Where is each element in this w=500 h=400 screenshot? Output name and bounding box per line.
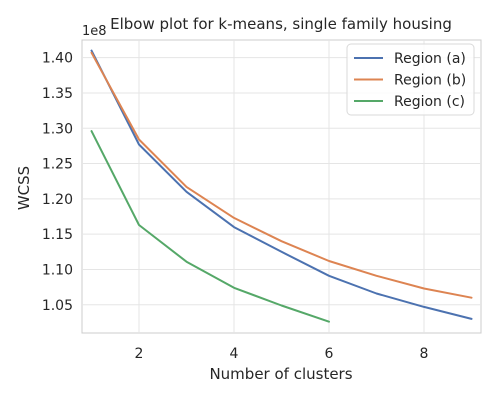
y-axis-title: WCSS <box>15 166 33 210</box>
x-tick-label: 2 <box>135 346 144 362</box>
y-tick-label: 1.05 <box>42 298 73 314</box>
series-line-3 <box>90 130 330 323</box>
legend-label: Region (b) <box>394 73 466 89</box>
series-line-2 <box>90 51 473 299</box>
series-line-1 <box>90 49 473 320</box>
x-tick-label: 8 <box>420 346 429 362</box>
y-tick-label: 1.30 <box>42 121 73 137</box>
x-axis-title: Number of clusters <box>209 365 352 383</box>
y-tick-label: 1.15 <box>42 227 73 243</box>
y-tick-label: 1.10 <box>42 262 73 278</box>
legend-box <box>346 43 475 116</box>
y-axis-offset-label: 1e8 <box>82 24 107 39</box>
y-tick-label: 1.25 <box>42 157 73 173</box>
chart-title: Elbow plot for k-means, single family ho… <box>110 15 452 33</box>
x-tick-label: 4 <box>230 346 239 362</box>
y-tick-label: 1.40 <box>42 51 73 67</box>
legend-label: Region (a) <box>394 51 466 67</box>
x-tick-label: 6 <box>325 346 334 362</box>
legend: Region (a) Region (b) Region (c) <box>346 43 475 116</box>
plot-area: 2 4 6 8 1.05 1.10 1.15 1.20 1.25 1.30 1.35 1.40 Regi… <box>42 39 482 362</box>
y-tick-label: 1.20 <box>42 192 73 208</box>
y-tick-label: 1.35 <box>42 86 73 102</box>
legend-label: Region (c) <box>394 94 465 110</box>
